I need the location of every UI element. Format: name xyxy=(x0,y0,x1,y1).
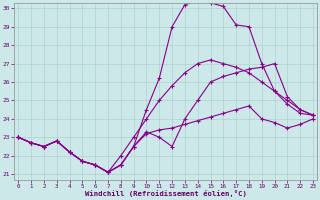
X-axis label: Windchill (Refroidissement éolien,°C): Windchill (Refroidissement éolien,°C) xyxy=(85,190,247,197)
